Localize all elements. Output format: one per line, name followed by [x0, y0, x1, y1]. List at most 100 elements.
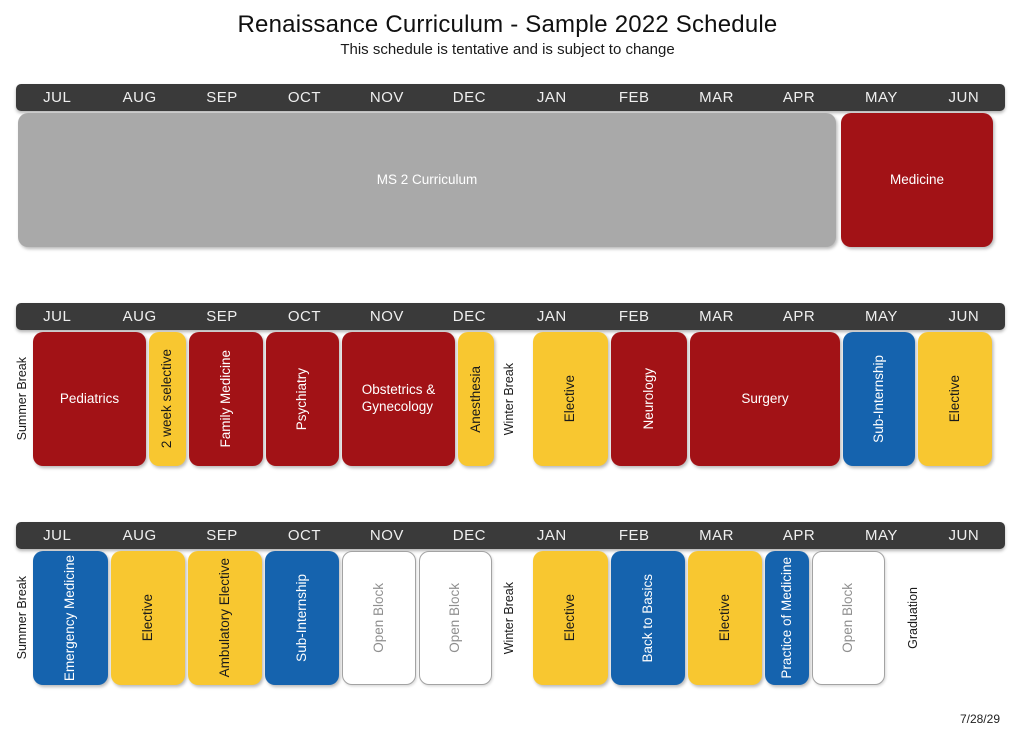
month-label-aug: AUG — [122, 89, 157, 106]
month-label-may: MAY — [864, 308, 898, 325]
block-elective: Elective — [688, 551, 762, 685]
label-winter-break: Winter Break — [500, 332, 518, 466]
block-label: Anesthesia — [467, 365, 483, 433]
month-label-jan: JAN — [536, 527, 567, 544]
page-title: Renaissance Curriculum - Sample 2022 Sch… — [237, 11, 778, 38]
block-open-block: Open Block — [342, 551, 416, 685]
block-label: Obstetrics & Gynecology — [361, 382, 436, 414]
block-label: Elective — [562, 594, 578, 642]
block-ms-2-curriculum: MS 2 Curriculum — [18, 113, 836, 247]
block-emergency-medicine: Emergency Medicine — [33, 551, 108, 685]
month-label-mar: MAR — [699, 89, 734, 106]
month-label-feb: FEB — [618, 308, 650, 325]
free-label-text: Summer Break — [15, 357, 29, 441]
month-label-jun: JUN — [948, 308, 980, 325]
block-label: Practice of Medicine — [778, 557, 794, 679]
free-label-text: Winter Break — [502, 362, 516, 436]
block-sub-internship: Sub-Internship — [843, 332, 915, 466]
block-anesthesia: Anesthesia — [458, 332, 494, 466]
month-label-may: MAY — [864, 89, 898, 106]
block-2-week-selective: 2 week selective — [149, 332, 186, 466]
month-bar-year-ms4: JUL AUG SEP OCT NOV DEC JAN FEB MAR APR MAY JUN — [16, 522, 1005, 549]
month-label-jun: JUN — [948, 89, 980, 106]
month-label-sep: SEP — [206, 308, 238, 325]
month-label-apr: APR — [782, 527, 816, 544]
label-summer-break: Summer Break — [13, 332, 31, 466]
block-label: Elective — [946, 375, 962, 423]
month-label-apr: APR — [782, 308, 816, 325]
month-label-jul: JUL — [43, 89, 72, 106]
footer-date: 7/28/29 — [959, 712, 1000, 726]
month-label-sep: SEP — [206, 89, 238, 106]
block-label: Elective — [562, 375, 578, 423]
block-label: Family Medicine — [217, 350, 233, 448]
block-label: Psychiatry — [294, 367, 310, 431]
month-label-oct: OCT — [287, 527, 322, 544]
month-label-oct: OCT — [287, 89, 322, 106]
month-label-jan: JAN — [536, 308, 567, 325]
block-label: MS 2 Curriculum — [376, 171, 478, 187]
month-label-jul: JUL — [43, 527, 72, 544]
block-label: Pediatrics — [59, 390, 120, 406]
block-label: Open Block — [370, 583, 386, 653]
month-label-may: MAY — [864, 527, 898, 544]
block-obstetrics-gynecology: Obstetrics & Gynecology — [342, 332, 455, 466]
block-label: Surgery — [741, 390, 789, 406]
month-label-jun: JUN — [948, 527, 980, 544]
label-winter-break: Winter Break — [500, 551, 518, 685]
month-label-nov: NOV — [369, 89, 404, 106]
block-elective: Elective — [918, 332, 992, 466]
page-subtitle: This schedule is tentative and is subjec… — [340, 41, 675, 58]
block-label: Neurology — [640, 368, 656, 430]
block-label: Ambulatory Elective — [216, 558, 232, 678]
month-label-dec: DEC — [452, 527, 486, 544]
block-elective: Elective — [111, 551, 185, 685]
block-label: Open Block — [447, 583, 463, 653]
block-open-block: Open Block — [419, 551, 492, 685]
block-label: Sub-Internship — [870, 355, 886, 443]
month-label-nov: NOV — [369, 527, 404, 544]
block-label: Medicine — [889, 171, 945, 187]
label-summer-break: Summer Break — [13, 551, 31, 685]
month-label-jan: JAN — [536, 89, 567, 106]
free-label-text: Graduation — [906, 587, 920, 649]
block-neurology: Neurology — [611, 332, 687, 466]
block-ambulatory-elective: Ambulatory Elective — [188, 551, 262, 685]
block-open-block: Open Block — [812, 551, 885, 685]
month-label-feb: FEB — [618, 527, 650, 544]
month-bar-year-ms2: JUL AUG SEP OCT NOV DEC JAN FEB MAR APR MAY JUN — [16, 84, 1005, 111]
block-label: Elective — [716, 594, 732, 642]
block-elective: Elective — [533, 332, 608, 466]
block-surgery: Surgery — [690, 332, 840, 466]
block-practice-of-medicine: Practice of Medicine — [765, 551, 809, 685]
block-pediatrics: Pediatrics — [33, 332, 146, 466]
month-label-dec: DEC — [452, 308, 486, 325]
free-label-text: Winter Break — [502, 581, 516, 655]
month-label-oct: OCT — [287, 308, 322, 325]
month-bar-year-ms3: JUL AUG SEP OCT NOV DEC JAN FEB MAR APR MAY JUN — [16, 303, 1005, 330]
month-label-aug: AUG — [122, 527, 157, 544]
block-elective: Elective — [533, 551, 608, 685]
block-label: Emergency Medicine — [62, 554, 78, 682]
label-graduation: Graduation — [904, 551, 922, 685]
block-back-to-basics: Back to Basics — [611, 551, 685, 685]
block-label: Back to Basics — [639, 573, 655, 663]
month-label-apr: APR — [782, 89, 816, 106]
month-label-mar: MAR — [699, 527, 734, 544]
month-label-aug: AUG — [122, 308, 157, 325]
block-psychiatry: Psychiatry — [266, 332, 339, 466]
block-label: 2 week selective — [159, 349, 175, 449]
month-label-jul: JUL — [43, 308, 72, 325]
month-label-nov: NOV — [369, 308, 404, 325]
block-medicine: Medicine — [841, 113, 993, 247]
block-sub-internship: Sub-Internship — [265, 551, 339, 685]
month-label-dec: DEC — [452, 89, 486, 106]
block-family-medicine: Family Medicine — [189, 332, 263, 466]
block-label: Elective — [139, 594, 155, 642]
month-label-mar: MAR — [699, 308, 734, 325]
block-label: Open Block — [840, 583, 856, 653]
free-label-text: Summer Break — [15, 576, 29, 660]
block-label: Sub-Internship — [293, 574, 309, 662]
month-label-feb: FEB — [618, 89, 650, 106]
